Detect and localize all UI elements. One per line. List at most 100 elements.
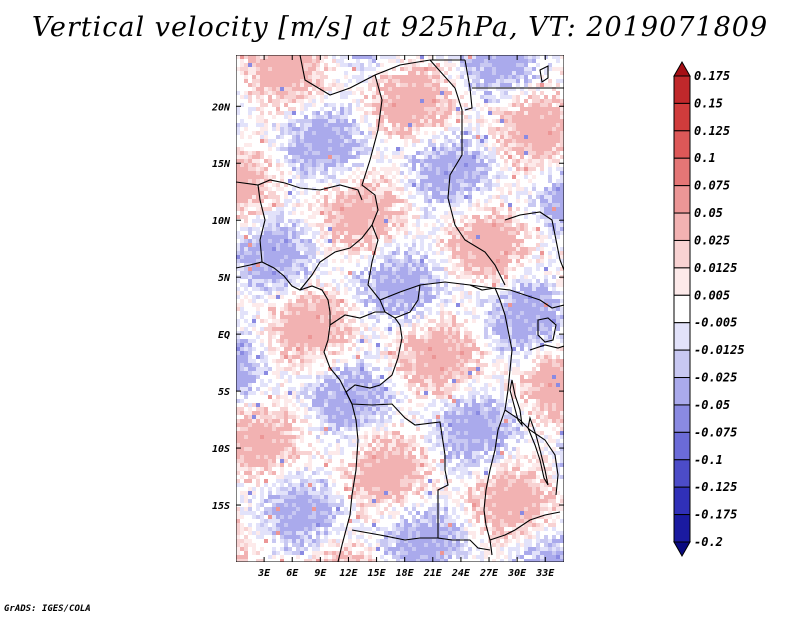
field-cell [448, 79, 452, 83]
field-cell [408, 303, 412, 307]
field-cell [420, 235, 424, 239]
field-cell [364, 79, 368, 83]
field-cell [484, 215, 488, 219]
field-cell [400, 295, 404, 299]
field-cell [416, 75, 420, 79]
field-cell [296, 75, 300, 79]
field-cell [460, 231, 464, 235]
field-cell [240, 311, 244, 315]
field-cell [300, 155, 304, 159]
field-cell [340, 119, 344, 123]
field-cell [536, 143, 540, 147]
field-cell [544, 127, 548, 131]
field-cell [452, 359, 456, 363]
field-cell [544, 111, 548, 115]
field-cell [540, 239, 544, 243]
field-cell [408, 115, 412, 119]
field-cell [260, 187, 264, 191]
field-cell [480, 259, 484, 263]
field-cell [372, 167, 376, 171]
field-cell [256, 67, 260, 71]
field-cell [328, 67, 332, 71]
field-cell [324, 115, 328, 119]
field-cell [400, 79, 404, 83]
field-cell [524, 231, 528, 235]
field-cell [508, 379, 512, 383]
field-cell [544, 351, 548, 355]
field-cell [296, 327, 300, 331]
field-cell [288, 267, 292, 271]
field-cell [484, 203, 488, 207]
field-cell [372, 315, 376, 319]
field-cell [456, 175, 460, 179]
field-cell [540, 163, 544, 167]
field-cell [236, 259, 240, 263]
field-cell [460, 367, 464, 371]
field-cell [236, 111, 240, 115]
field-cell [428, 379, 432, 383]
field-cell [464, 83, 468, 87]
field-cell [452, 187, 456, 191]
field-cell [352, 139, 356, 143]
field-cell [264, 279, 268, 283]
field-cell [528, 291, 532, 295]
field-cell [536, 263, 540, 267]
field-cell [284, 367, 288, 371]
field-cell [480, 247, 484, 251]
field-cell [344, 299, 348, 303]
field-cell [500, 207, 504, 211]
field-cell [360, 275, 364, 279]
field-cell [268, 91, 272, 95]
field-cell [348, 147, 352, 151]
field-cell [536, 355, 540, 359]
field-cell [448, 63, 452, 67]
field-cell [380, 279, 384, 283]
field-cell [544, 243, 548, 247]
field-cell [460, 251, 464, 255]
field-cell [320, 107, 324, 111]
field-cell [528, 379, 532, 383]
field-cell [416, 235, 420, 239]
field-cell [408, 75, 412, 79]
field-cell [292, 83, 296, 87]
field-cell [480, 83, 484, 87]
field-cell [292, 239, 296, 243]
field-cell [432, 111, 436, 115]
field-cell [400, 151, 404, 155]
field-cell [316, 111, 320, 115]
field-cell [360, 247, 364, 251]
field-cell [384, 351, 388, 355]
field-cell [464, 291, 468, 295]
field-cell [468, 267, 472, 271]
field-cell [464, 371, 468, 375]
field-cell [236, 371, 240, 375]
field-cell [468, 291, 472, 295]
field-cell [348, 235, 352, 239]
field-cell [532, 295, 536, 299]
field-cell [560, 167, 564, 171]
field-cell [304, 175, 308, 179]
field-cell [456, 155, 460, 159]
field-cell [404, 267, 408, 271]
field-cell [260, 319, 264, 323]
field-cell [496, 359, 500, 363]
field-cell [460, 71, 464, 75]
field-cell [400, 323, 404, 327]
field-cell [376, 211, 380, 215]
field-cell [484, 319, 488, 323]
field-cell [540, 283, 544, 287]
field-cell [500, 235, 504, 239]
field-cell [420, 371, 424, 375]
field-cell [424, 199, 428, 203]
field-cell [380, 299, 384, 303]
field-cell [528, 171, 532, 175]
field-cell [424, 307, 428, 311]
field-cell [408, 231, 412, 235]
field-cell [416, 111, 420, 115]
field-cell [388, 167, 392, 171]
field-cell [428, 63, 432, 67]
field-cell [340, 195, 344, 199]
field-cell [368, 255, 372, 259]
field-cell [248, 379, 252, 383]
field-cell [432, 383, 436, 387]
